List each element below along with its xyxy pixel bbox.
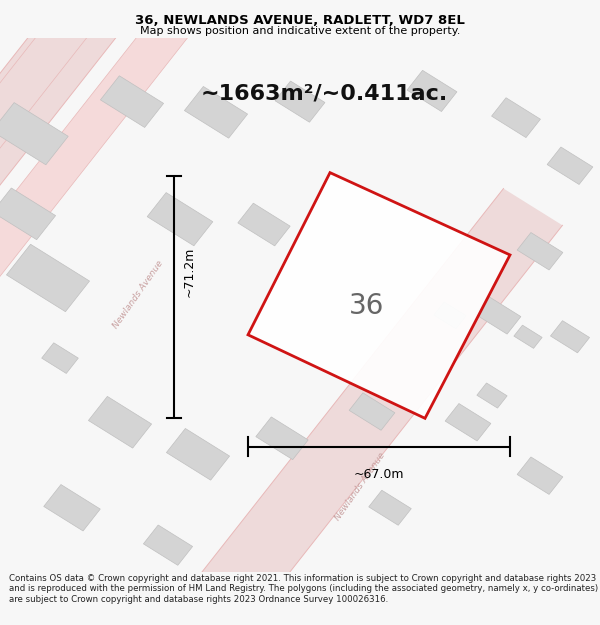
Text: Newlands Avenue: Newlands Avenue <box>333 451 387 522</box>
Polygon shape <box>88 396 152 448</box>
Polygon shape <box>517 457 563 494</box>
Text: Newlands Avenue: Newlands Avenue <box>111 258 165 329</box>
Polygon shape <box>550 321 590 353</box>
Text: 36, NEWLANDS AVENUE, RADLETT, WD7 8EL: 36, NEWLANDS AVENUE, RADLETT, WD7 8EL <box>135 14 465 26</box>
Text: ~71.2m: ~71.2m <box>182 247 196 298</box>
Polygon shape <box>517 232 563 270</box>
Polygon shape <box>0 0 406 112</box>
Polygon shape <box>349 393 395 430</box>
Polygon shape <box>184 86 248 138</box>
Polygon shape <box>143 525 193 565</box>
Polygon shape <box>0 102 68 165</box>
Polygon shape <box>547 147 593 184</box>
Text: ~67.0m: ~67.0m <box>354 468 404 481</box>
Polygon shape <box>248 173 510 418</box>
Polygon shape <box>275 81 325 122</box>
Polygon shape <box>475 297 521 334</box>
Polygon shape <box>514 325 542 348</box>
Text: Map shows position and indicative extent of the property.: Map shows position and indicative extent… <box>140 26 460 36</box>
Text: ~1663m²/~0.411ac.: ~1663m²/~0.411ac. <box>200 84 448 104</box>
Polygon shape <box>491 98 541 138</box>
Polygon shape <box>0 188 56 239</box>
Polygon shape <box>100 76 164 128</box>
Polygon shape <box>477 383 507 408</box>
Polygon shape <box>369 490 411 525</box>
Polygon shape <box>445 404 491 441</box>
Polygon shape <box>0 0 406 508</box>
Polygon shape <box>238 203 290 246</box>
Polygon shape <box>166 429 230 480</box>
Polygon shape <box>0 0 406 251</box>
Polygon shape <box>41 342 79 374</box>
Text: Contains OS data © Crown copyright and database right 2021. This information is : Contains OS data © Crown copyright and d… <box>9 574 598 604</box>
Polygon shape <box>147 192 213 246</box>
Text: 36: 36 <box>349 292 384 320</box>
Polygon shape <box>7 244 89 312</box>
Polygon shape <box>44 484 100 531</box>
Polygon shape <box>0 0 406 625</box>
Polygon shape <box>434 302 466 329</box>
Polygon shape <box>407 71 457 111</box>
Polygon shape <box>256 417 308 459</box>
Polygon shape <box>0 0 262 376</box>
Polygon shape <box>0 0 406 379</box>
Polygon shape <box>91 189 562 625</box>
